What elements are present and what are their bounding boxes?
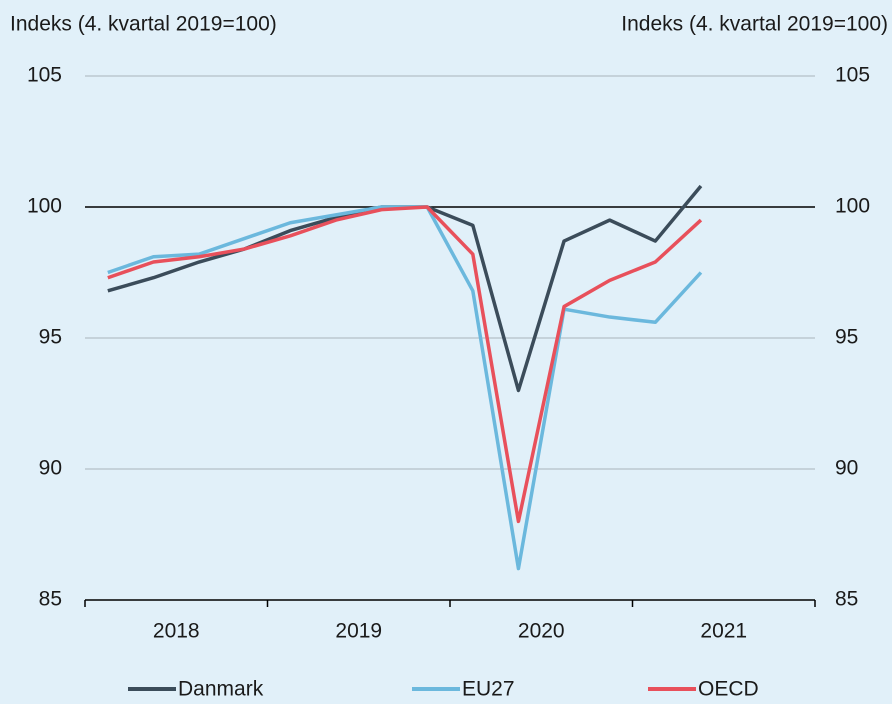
y2-tick-label: 85 bbox=[835, 588, 858, 611]
y2-tick-label: 95 bbox=[835, 326, 858, 349]
x-tick-label: 2020 bbox=[518, 620, 565, 643]
legend-label: OECD bbox=[698, 678, 759, 701]
legend-label: Danmark bbox=[178, 678, 264, 701]
y-tick-label: 85 bbox=[39, 588, 62, 611]
y2-tick-label: 90 bbox=[835, 457, 858, 480]
y-tick-label: 90 bbox=[39, 457, 62, 480]
y2-axis-label: Indeks (4. kvartal 2019=100) bbox=[621, 13, 888, 36]
y-axis-label: Indeks (4. kvartal 2019=100) bbox=[10, 13, 277, 36]
x-tick-label: 2021 bbox=[700, 620, 747, 643]
series-line bbox=[107, 205, 703, 524]
y-tick-label: 100 bbox=[27, 195, 62, 218]
x-tick-label: 2019 bbox=[335, 620, 382, 643]
y-tick-label: 105 bbox=[27, 64, 62, 87]
x-tick-label: 2018 bbox=[153, 620, 200, 643]
y-tick-label: 95 bbox=[39, 326, 62, 349]
legend-label: EU27 bbox=[462, 678, 515, 701]
y2-tick-label: 100 bbox=[835, 195, 870, 218]
y2-tick-label: 105 bbox=[835, 64, 870, 87]
